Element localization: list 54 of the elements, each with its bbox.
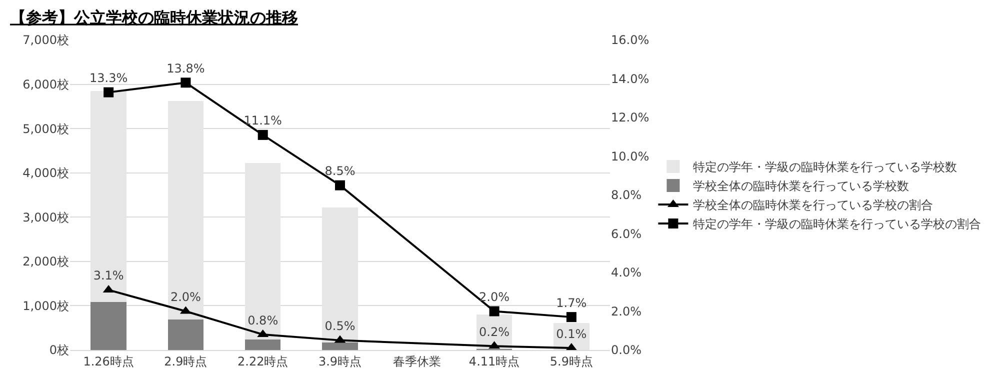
data-label: 8.5% (324, 164, 356, 178)
y2-tick-label: 8.0% (611, 188, 642, 202)
point (335, 180, 345, 190)
bar (322, 207, 358, 343)
point (180, 78, 191, 88)
y-tick-label: 0校 (49, 343, 69, 358)
legend-label: 特定の学年・学級の臨時休業を行っている学校の割合 (693, 217, 982, 232)
bar (168, 101, 204, 320)
legend-label: 学校全体の臨時休業を行っている学校数 (693, 179, 910, 194)
x-tick-label: 春季休業 (393, 354, 442, 368)
y2-tick-label: 14.0% (611, 72, 650, 86)
y2-tick-label: 16.0% (611, 33, 650, 48)
legend-label: 特定の学年・学級の臨時休業を行っている学校数 (693, 160, 958, 174)
y2-tick-label: 6.0% (611, 226, 642, 241)
data-label: 0.5% (324, 319, 356, 334)
y-tick-label: 1,000校 (22, 298, 69, 313)
x-tick-label: 5.9時点 (550, 354, 593, 368)
y-tick-label: 5,000校 (22, 122, 69, 136)
data-label: 0.1% (556, 326, 587, 341)
y-tick-label: 3,000校 (22, 210, 69, 224)
bar (168, 318, 204, 350)
x-tick-label: 4.11時点 (468, 354, 520, 368)
bar (90, 300, 126, 350)
x-tick-label: 2.22時点 (238, 354, 288, 368)
bar (90, 90, 126, 302)
data-label: 2.0% (170, 290, 201, 304)
data-label: 13.8% (166, 61, 205, 76)
bar (245, 338, 281, 350)
point (566, 312, 576, 322)
y2-tick-label: 4.0% (611, 266, 642, 280)
y2-tick-label: 10.0% (611, 149, 650, 164)
y-tick-label: 4,000校 (22, 166, 69, 180)
chart-title: 【参考】公立学校の臨時休業状況の推移 (10, 8, 298, 27)
point (489, 306, 500, 316)
data-label: 1.7% (556, 296, 587, 310)
bar (245, 163, 281, 340)
y-tick-label: 2,000校 (22, 254, 69, 269)
x-tick-label: 3.9時点 (318, 354, 362, 368)
point (258, 130, 268, 140)
data-label: 13.3% (90, 71, 128, 86)
data-label: 2.0% (479, 290, 510, 304)
y2-tick-label: 0.0% (611, 343, 642, 358)
data-label: 3.1% (93, 268, 124, 283)
x-tick-label: 1.26時点 (83, 354, 134, 368)
y-tick-label: 6,000校 (22, 77, 69, 92)
y2-tick-label: 12.0% (611, 110, 650, 125)
x-tick-label: 2.9時点 (164, 354, 208, 368)
data-label: 0.8% (248, 313, 278, 328)
point (104, 87, 114, 98)
data-label: 11.1% (244, 114, 282, 128)
data-label: 0.2% (479, 324, 510, 339)
y2-tick-label: 2.0% (611, 304, 642, 318)
legend-label: 学校全体の臨時休業を行っている学校の割合 (693, 198, 934, 212)
y-tick-label: 7,000校 (22, 33, 69, 48)
